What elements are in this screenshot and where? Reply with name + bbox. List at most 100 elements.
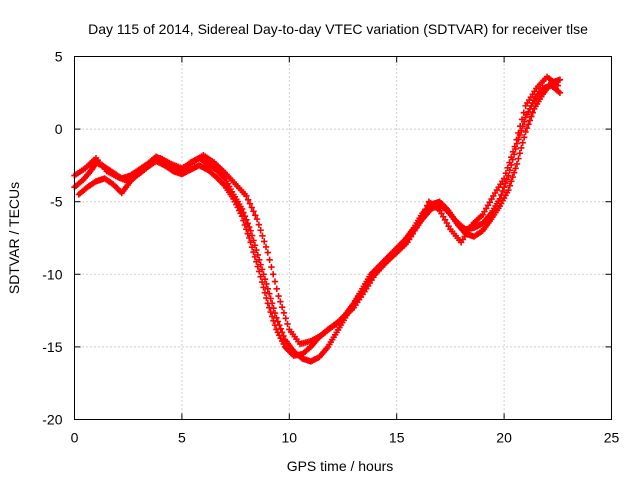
y-tick-label: -5 (50, 194, 63, 210)
data-point (526, 117, 534, 124)
data-point (250, 248, 257, 256)
data-point (243, 226, 250, 233)
data-point (423, 202, 431, 209)
data-point (253, 258, 260, 265)
x-tick-label: 5 (178, 430, 186, 446)
data-point (271, 309, 279, 317)
data-point (510, 169, 518, 176)
data-point (263, 280, 270, 288)
y-axis-label: SDTVAR / TECUs (6, 182, 22, 294)
data-point (511, 143, 519, 150)
data-point (416, 217, 424, 225)
data-point (256, 268, 263, 275)
data-point (257, 227, 264, 234)
data-point (261, 238, 268, 245)
data-point (277, 298, 284, 305)
data-point (246, 200, 254, 207)
data-point (414, 221, 422, 229)
data-point (522, 128, 529, 136)
data-point (266, 304, 273, 311)
data-point (264, 285, 272, 293)
data-point (262, 243, 270, 251)
data-point (556, 76, 564, 83)
data-point (519, 139, 526, 146)
data-point (422, 206, 429, 213)
grid-layer (74, 56, 612, 420)
data-point (244, 230, 251, 237)
data-point (270, 317, 277, 324)
y-tick-label: -15 (42, 339, 62, 355)
data-point (241, 221, 249, 229)
data-point (268, 313, 276, 320)
data-point (259, 232, 266, 240)
data-point (504, 164, 511, 172)
plot-frame (74, 56, 612, 420)
data-point (420, 210, 427, 217)
x-tick-label: 25 (604, 430, 620, 446)
data-point (284, 320, 291, 328)
data-point (518, 144, 525, 152)
y-tick-label: 0 (55, 121, 63, 137)
x-tick-label: 10 (282, 430, 298, 446)
data-point (273, 285, 280, 293)
data-point (255, 221, 263, 228)
data-point (520, 134, 528, 141)
data-point (499, 187, 506, 195)
data-point (254, 263, 261, 270)
data-point (252, 212, 259, 219)
data-point (248, 243, 256, 251)
y-tick-label: -20 (42, 412, 62, 428)
data-point (253, 215, 261, 223)
data-point (282, 315, 289, 322)
data-point (509, 173, 516, 181)
data-point (251, 253, 259, 261)
series-track-b (75, 76, 564, 359)
data-point (271, 278, 279, 285)
ticks-layer: 0 5 10 15 20 25 5 0 -5 -10 -15 -20 (42, 49, 619, 446)
marks-layer (71, 73, 564, 365)
data-point (243, 192, 250, 200)
y-tick-label: 5 (55, 49, 63, 65)
data-point (257, 273, 264, 280)
data-point (267, 308, 274, 316)
x-tick-label: 20 (496, 430, 512, 446)
data-point (508, 153, 515, 161)
y-tick-label: -10 (42, 266, 62, 282)
data-point (247, 239, 254, 246)
data-point (517, 122, 524, 130)
series-track-c (71, 73, 561, 348)
data-point (244, 196, 252, 203)
data-point (518, 116, 526, 123)
data-point (266, 290, 273, 297)
data-point (238, 213, 246, 220)
data-point (261, 289, 269, 296)
data-point (250, 208, 257, 215)
data-point (513, 136, 520, 143)
data-point (240, 217, 247, 224)
data-point (529, 109, 536, 116)
chart-title: Day 115 of 2014, Sidereal Day-to-day VTE… (88, 21, 588, 37)
data-point (260, 284, 267, 291)
data-point (508, 178, 515, 185)
data-point (280, 309, 288, 316)
data-point (516, 150, 524, 157)
x-axis-label: GPS time / hours (287, 458, 394, 474)
data-point (268, 263, 275, 271)
x-tick-label: 0 (71, 430, 79, 446)
data-point (246, 234, 253, 242)
data-point (506, 182, 514, 189)
data-point (502, 180, 509, 187)
data-point (506, 159, 513, 166)
data-point (278, 304, 286, 311)
data-point (505, 186, 512, 194)
data-point (275, 292, 282, 300)
data-point (418, 213, 425, 221)
data-point (269, 271, 277, 278)
data-point (512, 165, 519, 172)
data-point (515, 155, 522, 162)
data-point (523, 124, 531, 132)
data-point (264, 249, 272, 256)
data-point (500, 175, 508, 182)
data-point (266, 256, 273, 263)
